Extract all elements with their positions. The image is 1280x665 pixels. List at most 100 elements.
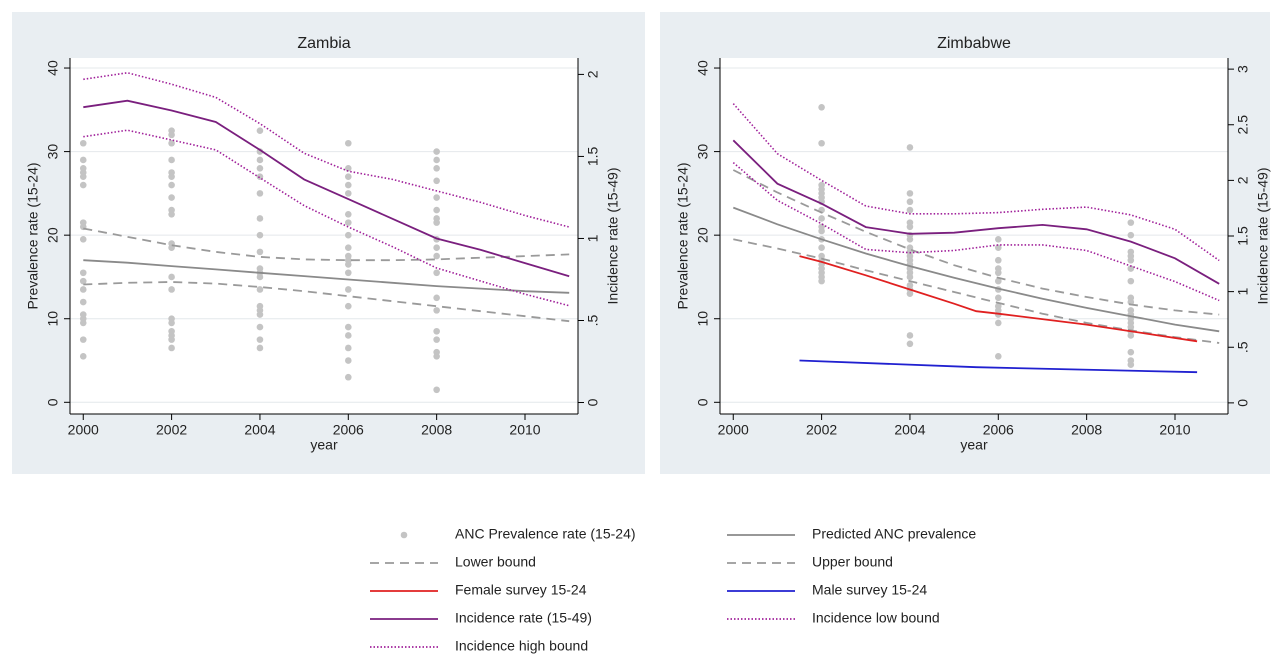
data-point [344,181,352,189]
data-point [168,336,175,343]
y2-tick-label: 1 [585,234,601,242]
x-tick-label: 2010 [509,422,540,438]
data-point [1127,332,1135,339]
data-point [994,319,1002,327]
data-point [344,190,352,197]
y2-tick-label: 2 [1235,176,1251,184]
data-point [906,236,914,243]
data-point [256,156,264,164]
y2-tick-label: 0 [585,398,601,406]
data-point [79,269,87,277]
y2-tick-label: .5 [1235,341,1251,353]
series-line [799,359,1198,374]
y-tick-label: 20 [695,227,711,243]
data-point [433,148,440,155]
data-point [256,273,264,281]
x-axis-label: year [960,437,988,453]
x-tick-label: 2008 [421,422,452,438]
data-point [168,210,175,218]
data-point [79,286,87,293]
data-point [994,244,1002,251]
x-tick-label: 2004 [894,422,925,438]
x-tick-label: 2000 [718,422,749,438]
y2-tick-label: 1 [1235,288,1251,296]
y-axis-label: Prevalence rate (15-24) [25,162,41,309]
data-point [79,139,87,147]
data-point [906,206,914,214]
legend-label: Lower bound [455,554,536,570]
data-point [818,104,825,111]
data-point [256,311,264,318]
data-point [79,319,87,327]
data-point [433,353,440,360]
y-tick-label: 10 [695,311,711,327]
data-point [994,277,1002,285]
legend-label: Incidence low bound [812,610,940,626]
y2-axis-label: Incidence rate (15-49) [605,168,621,305]
data-point [1127,277,1135,285]
data-point [344,261,352,268]
series-line [83,99,570,278]
data-point [433,177,440,185]
data-point [79,181,87,189]
data-point [818,227,825,235]
data-point [256,323,264,331]
series-line [733,238,1220,344]
data-point [433,165,440,172]
data-point [168,173,175,180]
plot-area [720,58,1228,414]
data-point [344,357,352,364]
data-point [1127,265,1135,272]
x-tick-label: 2006 [983,422,1014,438]
data-point [994,236,1002,243]
data-point [433,386,440,394]
x-tick-label: 2004 [244,422,275,438]
data-point [906,198,914,206]
chart-title: Zimbabwe [937,35,1011,52]
data-point [79,156,87,164]
y2-tick-label: 1.5 [585,146,601,166]
series-line [83,281,570,323]
series-line [732,169,1220,316]
x-tick-label: 2010 [1159,422,1190,438]
data-point [344,219,352,226]
data-point [344,269,352,277]
data-point [256,344,264,352]
data-point [906,190,914,197]
data-point [344,139,352,147]
data-point [256,127,264,135]
series-line [83,259,570,294]
data-point [256,286,264,293]
series-line [799,255,1198,343]
x-tick-label: 2006 [333,422,364,438]
data-point [433,244,440,251]
data-point [256,165,264,172]
data-point [256,231,264,239]
y-tick-label: 40 [695,60,711,76]
y-tick-label: 20 [45,227,61,243]
data-point [344,302,352,310]
data-point [344,231,352,239]
data-point [433,307,440,314]
data-point [344,332,352,339]
data-point [433,156,440,164]
legend-label: Upper bound [812,554,893,570]
data-point [994,256,1002,264]
legend-label: Incidence high bound [455,638,588,654]
data-point [818,215,825,222]
data-point [79,173,87,180]
data-point [168,344,175,352]
plot-area [70,58,578,414]
data-point [344,373,352,381]
x-tick-label: 2008 [1071,422,1102,438]
x-tick-label: 2000 [68,422,99,438]
legend-label: Female survey 15-24 [455,582,587,598]
y2-tick-label: 2.5 [1235,115,1251,135]
data-point [344,344,352,352]
data-point [79,298,87,306]
data-point [906,223,914,231]
data-point [1127,219,1135,226]
data-point [906,290,914,297]
data-point [433,294,440,302]
